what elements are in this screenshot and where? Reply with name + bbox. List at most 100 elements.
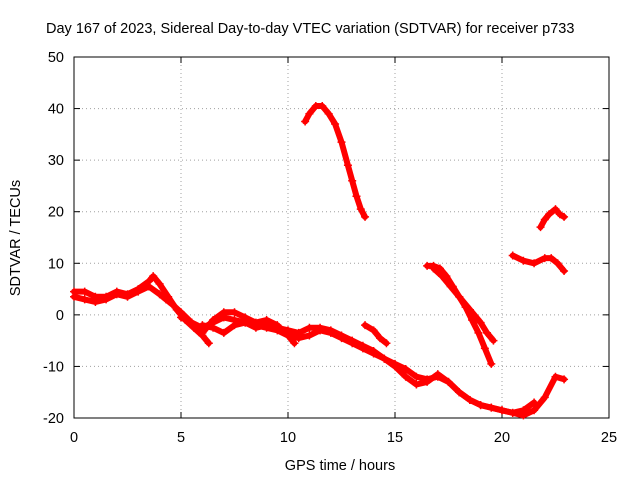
data-point <box>555 210 564 219</box>
data-point <box>530 259 539 268</box>
series-track <box>178 309 298 347</box>
series-track <box>199 319 538 416</box>
data-point <box>530 406 539 415</box>
y-tick-label: 30 <box>48 153 64 169</box>
data-point <box>352 192 361 201</box>
data-point <box>301 117 310 126</box>
data-point <box>540 215 549 224</box>
data-point <box>560 212 569 221</box>
data-point <box>241 313 250 322</box>
data-point <box>80 295 89 304</box>
data-point <box>326 326 335 335</box>
data-point <box>401 372 410 381</box>
data-point <box>361 212 370 221</box>
data-point <box>455 388 464 397</box>
series-track <box>71 283 568 419</box>
data-point <box>219 308 228 317</box>
data-point <box>433 370 442 379</box>
data-point <box>423 377 432 386</box>
data-point <box>348 176 357 185</box>
data-point <box>318 101 327 110</box>
data-series-arc-e <box>301 101 370 221</box>
data-point <box>483 328 492 337</box>
data-point <box>480 344 489 353</box>
data-point <box>553 259 562 268</box>
x-tick-label: 0 <box>70 430 78 446</box>
data-point <box>530 398 539 407</box>
data-series <box>70 101 569 420</box>
data-series-arc-a <box>70 272 213 348</box>
x-tick-label: 20 <box>494 430 510 446</box>
y-tick-label: -20 <box>43 411 64 427</box>
y-tick-label: 20 <box>48 205 64 221</box>
data-point <box>305 323 314 332</box>
data-point <box>560 375 569 384</box>
data-point <box>305 109 314 118</box>
data-point <box>294 328 303 337</box>
data-point <box>536 223 545 232</box>
data-point <box>508 408 517 417</box>
data-point <box>70 292 78 301</box>
series-track <box>362 322 390 347</box>
x-tick-label: 15 <box>387 430 403 446</box>
data-point <box>204 339 213 348</box>
data-point <box>380 354 389 363</box>
data-point <box>540 393 549 402</box>
x-tick-label: 10 <box>280 430 296 446</box>
data-point <box>358 341 367 350</box>
data-point <box>356 205 365 214</box>
data-point <box>284 331 292 340</box>
data-point <box>487 359 496 368</box>
grid <box>74 57 609 418</box>
data-point <box>519 406 528 415</box>
data-series-arc-f <box>361 321 391 348</box>
data-point <box>134 287 143 296</box>
data-series-arc-d <box>177 308 299 348</box>
data-point <box>376 334 385 343</box>
data-point <box>155 279 164 288</box>
data-point <box>361 321 370 330</box>
data-point <box>230 308 239 317</box>
y-tick-label: 40 <box>48 102 64 118</box>
data-point <box>551 372 560 381</box>
data-point <box>444 377 453 386</box>
data-point <box>177 313 185 322</box>
y-tick-label: -10 <box>43 359 64 375</box>
data-point <box>144 282 153 291</box>
data-point <box>487 403 496 412</box>
data-point <box>455 292 464 301</box>
data-point <box>162 295 171 304</box>
data-point <box>209 316 218 325</box>
data-point <box>489 336 498 345</box>
data-point <box>219 328 228 337</box>
data-point <box>251 318 260 327</box>
data-point <box>262 316 271 325</box>
plot-frame <box>73 56 610 419</box>
data-series-arc-i <box>508 251 569 276</box>
data-point <box>273 321 282 330</box>
data-point <box>149 272 158 281</box>
chart-title: Day 167 of 2023, Sidereal Day-to-day VTE… <box>46 21 574 37</box>
series-track <box>430 265 497 344</box>
data-point <box>545 210 554 219</box>
axis-ticks: 0 5 10 15 20 25 -20 -10 0 10 20 30 40 50 <box>43 50 617 446</box>
data-point <box>112 290 121 299</box>
data-point <box>305 331 314 340</box>
data-series-arc-c <box>198 318 539 417</box>
data-point <box>80 287 89 296</box>
data-point <box>324 109 333 118</box>
data-point <box>198 328 207 337</box>
data-point <box>498 406 506 415</box>
data-point <box>102 295 111 304</box>
y-tick-label: 10 <box>48 256 64 272</box>
data-point <box>348 336 357 345</box>
data-point <box>508 251 517 260</box>
data-point <box>369 326 378 335</box>
data-point <box>337 331 346 340</box>
data-point <box>547 254 556 263</box>
data-point <box>465 395 474 404</box>
data-point <box>391 362 399 371</box>
data-point <box>316 323 325 332</box>
data-point <box>412 372 421 381</box>
